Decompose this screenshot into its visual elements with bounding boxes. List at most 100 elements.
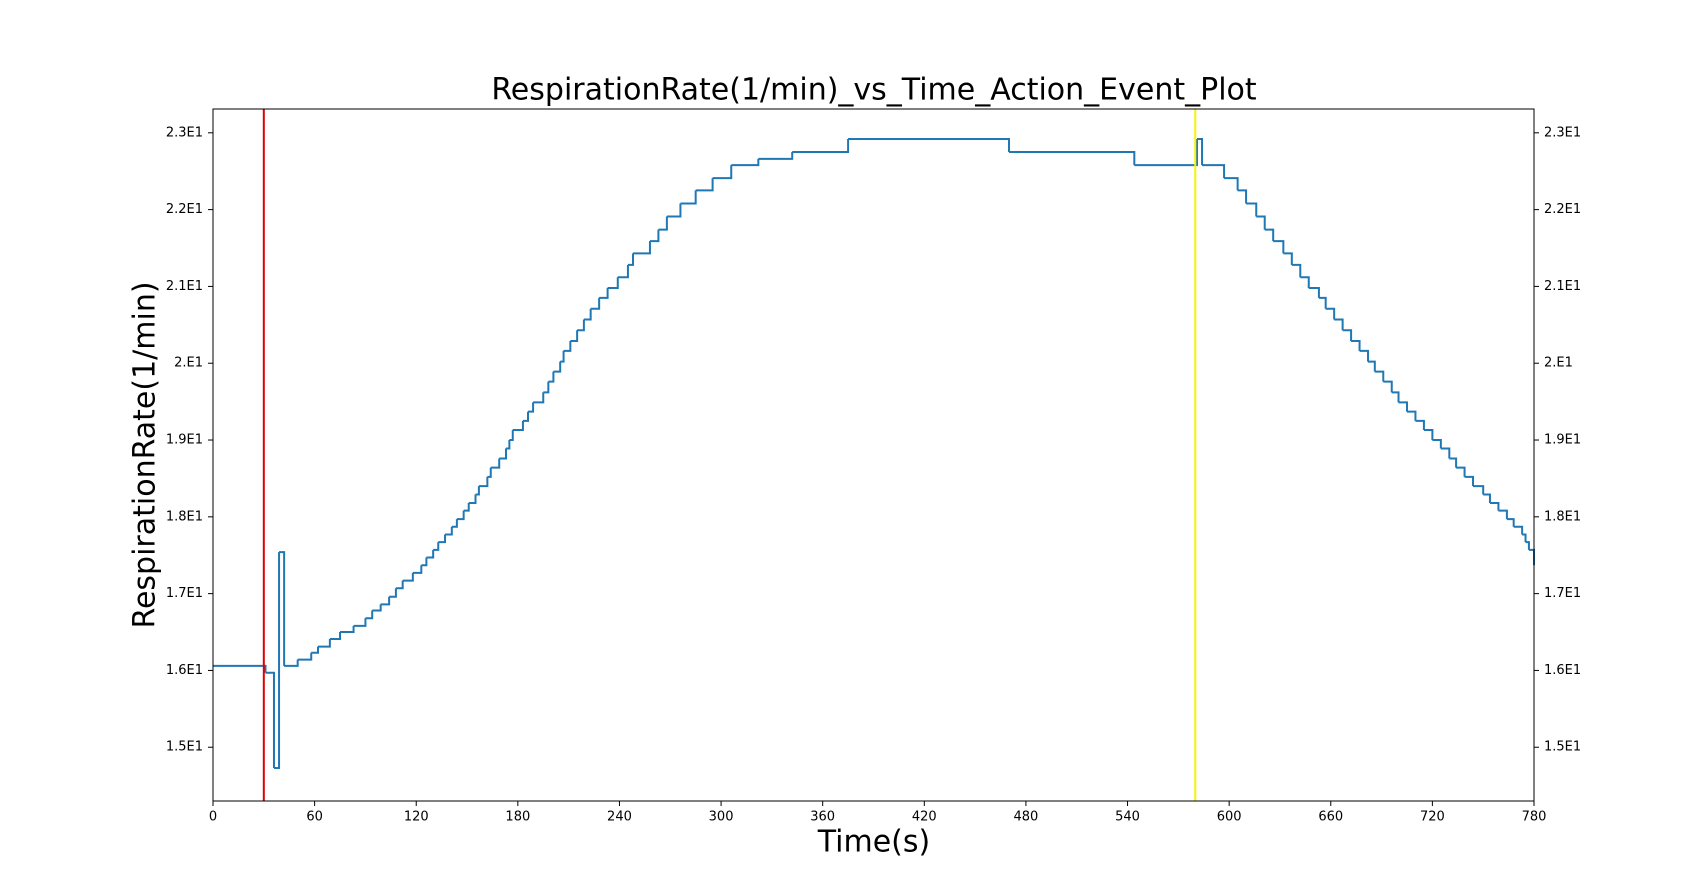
line-step [1308, 286, 1320, 298]
line-step [412, 565, 423, 574]
y-tick-label-right: 1.8E1 [1544, 509, 1581, 524]
line-step [1525, 541, 1530, 550]
line-step [666, 203, 682, 218]
line-step [451, 519, 458, 528]
y-tick-label-right: 2.E1 [1544, 356, 1573, 371]
line-step [1374, 370, 1385, 382]
y-tick-label: 1.5E1 [166, 740, 203, 755]
line-step [1224, 177, 1239, 191]
line-step [499, 448, 507, 460]
line-step [512, 420, 524, 432]
line-step [583, 308, 592, 321]
y-tick-label-right: 2.1E1 [1544, 279, 1581, 294]
line-step [1202, 164, 1226, 179]
line-step [712, 165, 733, 180]
line-step [468, 494, 477, 505]
y-tick-label-right: 1.9E1 [1544, 433, 1581, 448]
line-step [563, 340, 572, 352]
line-step [1291, 263, 1302, 278]
line-step [649, 229, 660, 243]
line-step [402, 572, 414, 582]
y-axis-label: RespirationRate(1/min) [128, 281, 163, 628]
line-step [1359, 349, 1370, 362]
line-step [353, 618, 367, 627]
x-tick-label: 600 [1217, 810, 1242, 825]
line-step [633, 241, 651, 255]
line-step [627, 253, 635, 266]
x-tick-label: 480 [1014, 810, 1039, 825]
line-step [695, 178, 714, 192]
line-step [617, 264, 629, 279]
line-step [758, 152, 794, 160]
line-step [680, 190, 697, 205]
line-step [1415, 419, 1425, 431]
line-step [1351, 339, 1361, 351]
line-step [1273, 240, 1285, 254]
x-axis-label: Time(s) [817, 825, 930, 860]
line-step [658, 216, 668, 231]
line-step [792, 138, 850, 154]
line-step [1008, 151, 1136, 166]
line-step [463, 503, 470, 512]
y-tick-label: 2.3E1 [166, 125, 203, 140]
line-step [1423, 429, 1434, 441]
line-step [522, 411, 530, 422]
y-tick-label-right: 1.7E1 [1544, 586, 1581, 601]
line-step [426, 549, 435, 559]
line-step [543, 381, 550, 394]
line-step [1440, 447, 1451, 459]
line-step [1256, 215, 1266, 230]
line-step [372, 604, 382, 612]
plot-frame [212, 108, 1535, 802]
line-step [1473, 485, 1485, 495]
line-step [297, 652, 313, 661]
line-step [475, 486, 480, 496]
y-tick-label: 1.9E1 [166, 433, 203, 448]
line-step [365, 610, 374, 620]
line-step [1464, 475, 1475, 487]
line-step [1334, 318, 1344, 331]
line-step [1483, 493, 1491, 504]
line-step [599, 287, 609, 299]
x-tick-label: 720 [1420, 810, 1445, 825]
x-tick-label: 300 [709, 810, 734, 825]
line-step [311, 646, 320, 654]
line-step [213, 664, 267, 673]
line-step [1449, 457, 1458, 468]
line-step [590, 297, 601, 310]
line-step [1134, 138, 1198, 167]
x-tick-label: 540 [1115, 810, 1140, 825]
line-step [1196, 137, 1204, 166]
line-step [509, 430, 514, 442]
line-step [1406, 410, 1417, 421]
line-step [1318, 296, 1327, 309]
line-step [389, 588, 397, 598]
line-step [380, 596, 391, 606]
line-step [848, 137, 1010, 153]
line-step [607, 277, 619, 289]
line-step [1283, 252, 1293, 265]
y-tick-label: 1.8E1 [166, 509, 203, 524]
line-step [445, 526, 453, 536]
line-step [438, 534, 447, 544]
line-step [553, 361, 562, 373]
line-step [1237, 189, 1248, 204]
line-step [1383, 380, 1393, 393]
chart-title: RespirationRate(1/min)_vs_Time_Action_Ev… [491, 73, 1257, 108]
line-step [1398, 401, 1408, 412]
line-step [1264, 228, 1275, 242]
line-step [1342, 329, 1353, 341]
x-tick-label: 780 [1522, 810, 1547, 825]
line-step [533, 392, 545, 404]
line-step [1498, 509, 1508, 520]
line-step [265, 671, 275, 768]
line-step [1513, 525, 1524, 535]
line-step [478, 476, 489, 488]
line-step [505, 440, 511, 450]
line-step [560, 350, 565, 363]
y-tick-label: 2.2E1 [166, 202, 203, 217]
x-tick-label: 240 [607, 810, 632, 825]
y-tick-label: 1.6E1 [166, 663, 203, 678]
line-step [731, 158, 760, 167]
